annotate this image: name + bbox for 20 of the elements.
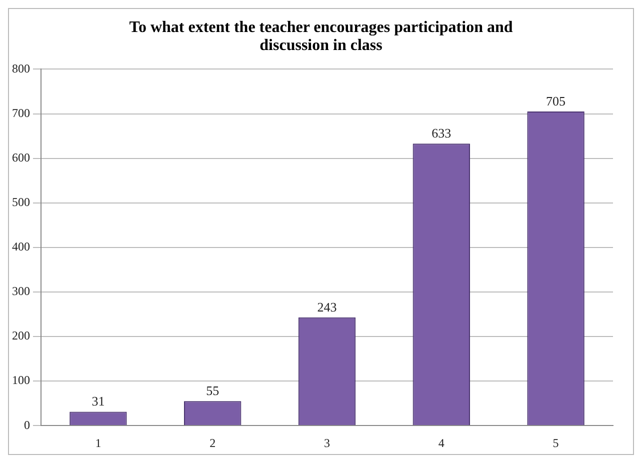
data-label: 243 <box>317 299 337 314</box>
y-tick-label: 100 <box>12 373 30 388</box>
y-tick-label: 400 <box>12 240 30 254</box>
y-tick-label: 500 <box>12 195 30 210</box>
y-tick-label: 600 <box>12 150 30 164</box>
y-tick-label: 200 <box>12 328 30 343</box>
x-tick-label: 1 <box>95 436 102 450</box>
x-tick-label: 3 <box>324 436 330 450</box>
x-tick-label: 5 <box>552 436 559 450</box>
data-label: 55 <box>206 383 220 398</box>
y-tick-label: 700 <box>12 106 30 120</box>
y-tick-label: 800 <box>12 61 30 76</box>
y-tick-label: 300 <box>12 284 30 298</box>
x-tick-label: 4 <box>438 436 444 450</box>
data-label: 633 <box>432 126 452 141</box>
data-label: 705 <box>546 93 566 108</box>
x-tick-label: 2 <box>210 436 216 450</box>
chart-title: To what extent the teacher encourages participation and discussion in class <box>128 18 514 56</box>
data-label: 31 <box>92 394 105 409</box>
y-tick-label: 0 <box>24 418 30 432</box>
